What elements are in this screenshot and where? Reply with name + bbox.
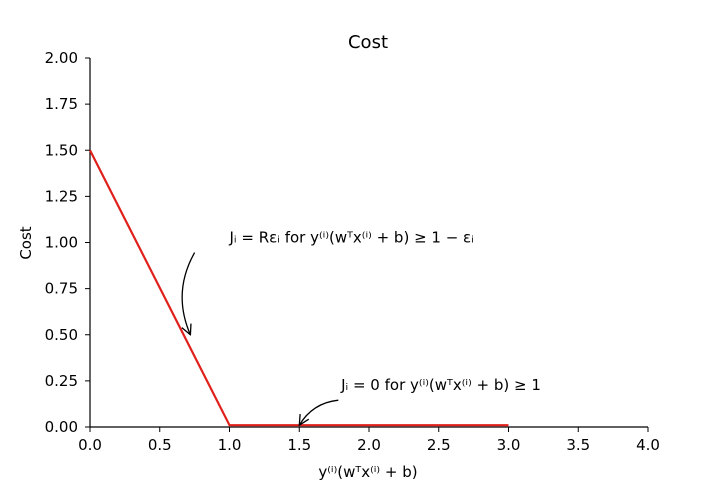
- y-tick-label: 1.50: [45, 141, 78, 159]
- y-tick-label: 1.25: [45, 187, 78, 205]
- y-tick-label: 0.50: [45, 326, 78, 344]
- x-tick-label: 1.0: [218, 436, 242, 454]
- annotation-arrow-1: [299, 399, 339, 425]
- y-tick-label: 0.75: [45, 280, 78, 298]
- plot-area: 0.0 0.5 1.0 1.5 2.0 2.5 3.0 3.5 4.0 0.00 0.25 0.50 0…: [45, 49, 660, 454]
- y-axis-label: Cost: [17, 226, 35, 259]
- chart-title: Cost: [348, 32, 388, 53]
- annotation-text-1: Jᵢ = 0 for y⁽ⁱ⁾(wᵀx⁽ⁱ⁾ + b) ≥ 1: [340, 376, 541, 394]
- annotation-text-0: Jᵢ = Rεᵢ for y⁽ⁱ⁾(wᵀx⁽ⁱ⁾ + b) ≥ 1 − εᵢ: [229, 229, 474, 247]
- y-tick-label: 1.00: [45, 234, 78, 252]
- x-tick-label: 2.5: [427, 436, 451, 454]
- annotation-arrow-0: [182, 252, 196, 335]
- x-tick-label: 2.0: [357, 436, 381, 454]
- x-tick-label: 3.5: [566, 436, 590, 454]
- series-line-0: [89, 149, 509, 427]
- x-tick-label: 3.0: [497, 436, 521, 454]
- x-tick-label: 0.0: [78, 436, 102, 454]
- y-tick-label: 0.25: [45, 372, 78, 390]
- x-axis-label: y⁽ⁱ⁾(wᵀx⁽ⁱ⁾ + b): [318, 463, 417, 480]
- y-tick-label: 2.00: [45, 49, 78, 67]
- x-tick-label: 1.5: [287, 436, 311, 454]
- x-tick-label: 0.5: [148, 436, 172, 454]
- x-tick-label: 4.0: [636, 436, 660, 454]
- y-tick-label: 0.00: [45, 418, 78, 436]
- y-tick-label: 1.75: [45, 95, 78, 113]
